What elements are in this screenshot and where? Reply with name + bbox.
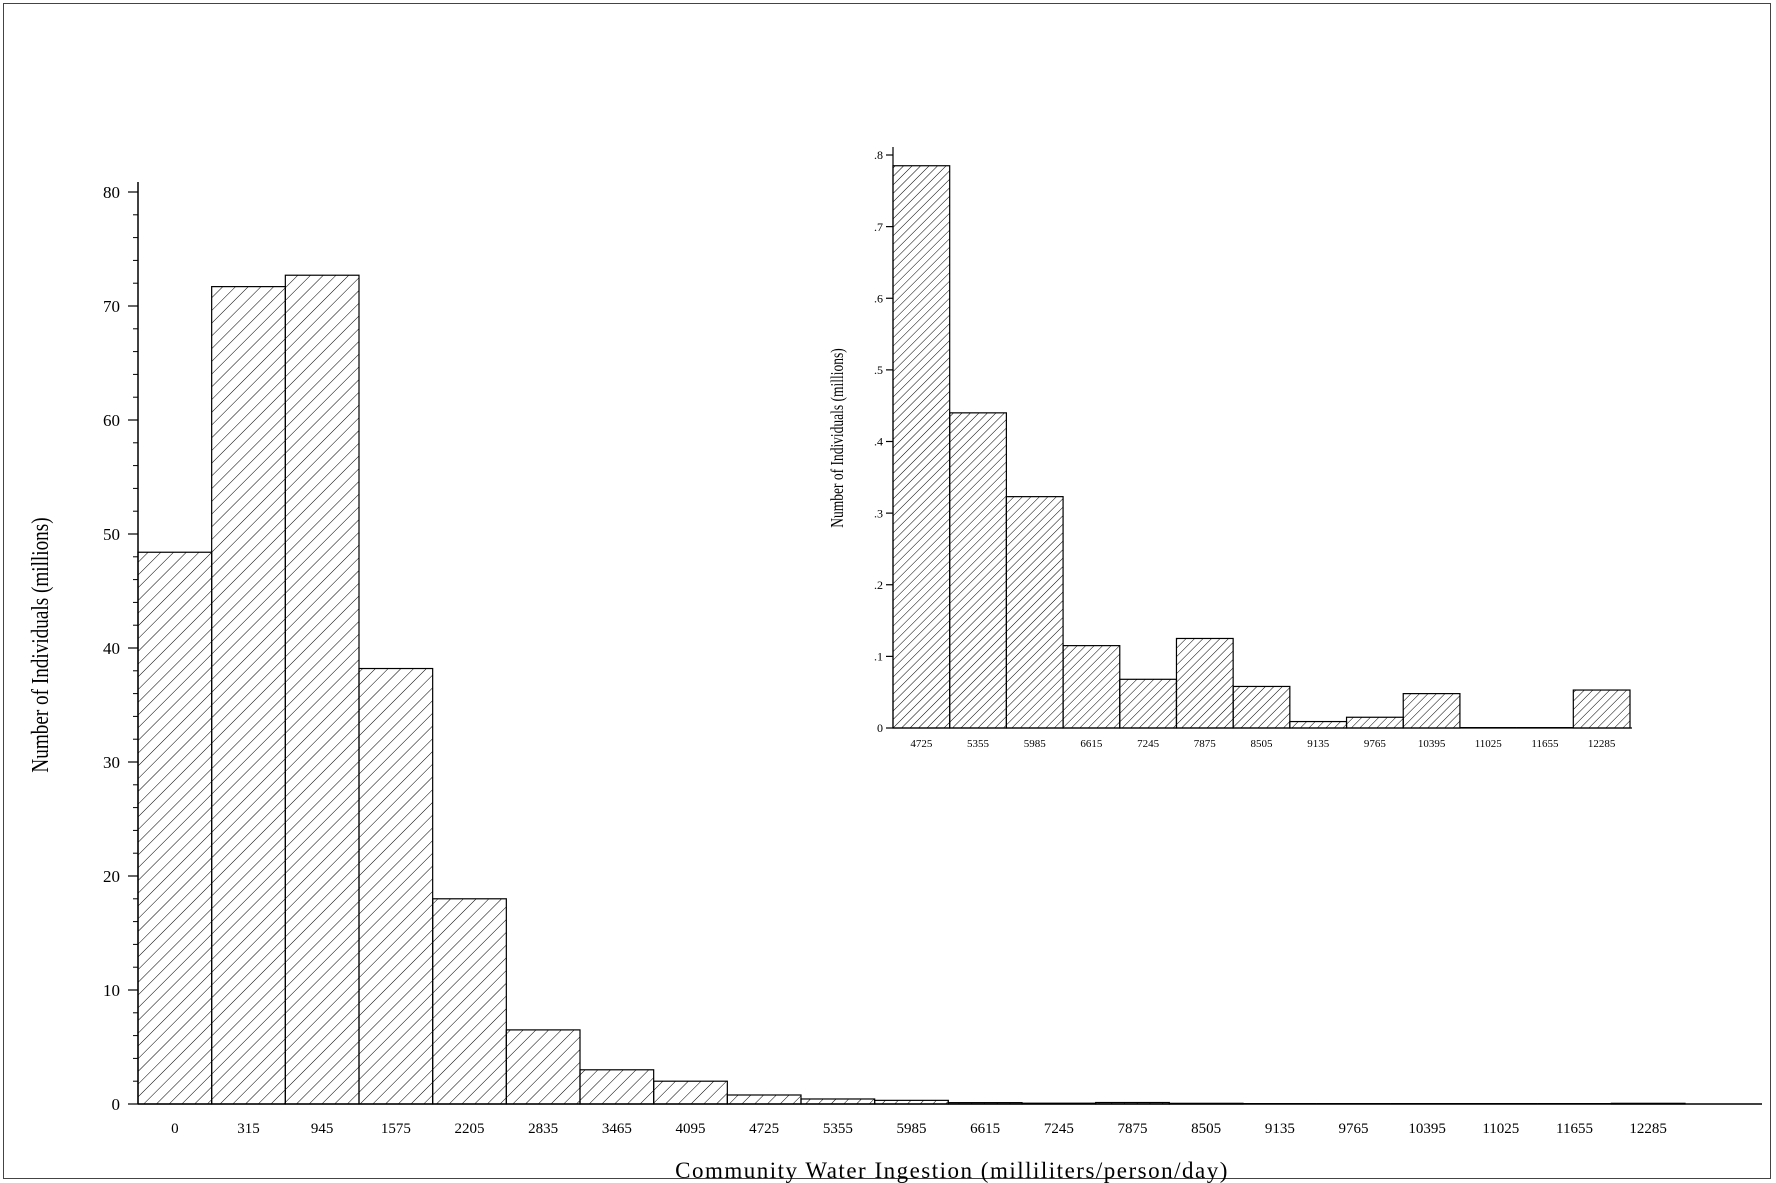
inset-bar	[1062, 645, 1121, 729]
main-y-axis-title: Number of Individuals (millions)	[27, 517, 54, 772]
main-x-tick-label: 7245	[1044, 1121, 1074, 1137]
inset-x-tick-label: 11025	[1475, 738, 1503, 750]
main-bar	[726, 1094, 802, 1105]
inset-bar	[1289, 720, 1348, 729]
inset-x-tick-label: 8505	[1251, 738, 1274, 750]
main-x-tick-label: 4725	[749, 1121, 779, 1137]
inset-x-tick-label: 10395	[1418, 738, 1446, 750]
inset-y-tick-label: .2	[874, 578, 883, 592]
inset-x-tick-label: 12285	[1588, 738, 1616, 750]
inset-y-axis-title: Number of Individuals (millions)	[828, 348, 847, 527]
main-histogram: 0 10 20 30 40 50 60 70 80 0 315 945 1575 2205 2835 346…	[27, 182, 1762, 1183]
main-bar	[800, 1098, 876, 1105]
main-x-tick-label: 9135	[1265, 1121, 1295, 1137]
main-x-tick-label: 0	[171, 1121, 179, 1137]
main-y-tick-label: 20	[103, 867, 120, 886]
main-x-tick-labels: 0 315 945 1575 2205 2835 3465 4095 4725 5355 5985 6…	[171, 1121, 1667, 1137]
inset-x-tick-label: 5985	[1024, 738, 1047, 750]
main-bar	[211, 286, 286, 1105]
main-x-tick-label: 945	[311, 1121, 334, 1137]
inset-x-tick-label: 5355	[967, 738, 990, 750]
main-y-tick-label: 30	[103, 753, 120, 772]
main-bar	[284, 274, 360, 1105]
inset-y-tick-label: .4	[874, 435, 883, 449]
main-x-axis-title: Community Water Ingestion (milliliters/p…	[675, 1158, 1229, 1183]
inset-x-tick-label: 6615	[1080, 738, 1103, 750]
inset-y-ticks: 0 .1 .2 .3 .4 .5 .6 .7 .8	[874, 148, 893, 735]
main-y-tick-label: 80	[103, 183, 120, 202]
main-y-tick-label: 70	[103, 297, 120, 316]
main-y-tick-label: 60	[103, 411, 120, 430]
inset-x-tick-label: 7245	[1137, 738, 1160, 750]
main-x-tick-label: 11025	[1482, 1121, 1519, 1137]
main-x-tick-label: 1575	[381, 1121, 411, 1137]
main-y-tick-label: 40	[103, 639, 120, 658]
main-y-tick-label: 10	[103, 981, 120, 1000]
inset-bar	[949, 412, 1007, 729]
inset-x-tick-label: 9765	[1364, 738, 1387, 750]
inset-y-tick-label: .5	[874, 363, 883, 377]
main-bar	[358, 667, 434, 1105]
inset-bar	[1175, 637, 1234, 729]
inset-x-tick-labels: 4725 5355 5985 6615 7245 7875 8505 9135 9765 1039…	[910, 738, 1616, 750]
inset-y-tick-label: .7	[874, 220, 883, 234]
inset-bar	[1232, 685, 1291, 729]
inset-y-tick-label: 0	[877, 721, 883, 735]
main-bar	[137, 551, 213, 1105]
main-x-tick-label: 5355	[823, 1121, 853, 1137]
inset-bars	[892, 165, 1631, 729]
inset-y-tick-label: .3	[874, 506, 883, 520]
main-y-tick-label: 50	[103, 525, 120, 544]
main-x-tick-label: 6615	[970, 1121, 1000, 1137]
main-x-tick-label: 12285	[1629, 1121, 1667, 1137]
main-x-tick-label: 5985	[897, 1121, 927, 1137]
main-bar	[432, 898, 507, 1105]
inset-bar	[892, 165, 951, 729]
main-x-tick-label: 11655	[1556, 1121, 1593, 1137]
inset-y-tick-label: .8	[874, 148, 883, 162]
main-x-tick-label: 10395	[1408, 1121, 1446, 1137]
inset-y-tick-label: .6	[874, 291, 883, 305]
main-bar	[505, 1029, 581, 1105]
main-x-tick-label: 7875	[1118, 1121, 1148, 1137]
main-x-tick-label: 3465	[602, 1121, 632, 1137]
main-bar	[653, 1080, 728, 1105]
inset-x-tick-label: 4725	[910, 738, 933, 750]
inset-bar	[1345, 716, 1404, 729]
main-x-tick-label: 4095	[676, 1121, 706, 1137]
figure-frame	[3, 3, 1771, 1179]
inset-x-tick-label: 9135	[1307, 738, 1330, 750]
main-x-tick-label: 9765	[1339, 1121, 1369, 1137]
inset-x-tick-label: 11655	[1531, 738, 1559, 750]
inset-bar	[1402, 693, 1461, 729]
main-y-tick-label: 0	[112, 1095, 121, 1114]
main-bar	[579, 1069, 655, 1105]
inset-histogram: 0 .1 .2 .3 .4 .5 .6 .7 .8 4725 5355 5985 6615 7245 78…	[828, 147, 1632, 750]
inset-y-tick-label: .1	[874, 650, 883, 664]
inset-bar	[1005, 496, 1064, 729]
inset-bar	[1119, 678, 1178, 729]
main-y-ticks: 0 10 20 30 40 50 60 70 80	[103, 183, 138, 1114]
main-x-tick-label: 8505	[1191, 1121, 1221, 1137]
inset-bar	[1572, 689, 1631, 729]
main-x-tick-label: 315	[237, 1121, 260, 1137]
inset-x-tick-label: 7875	[1194, 738, 1217, 750]
main-x-tick-label: 2205	[455, 1121, 485, 1137]
main-x-tick-label: 2835	[528, 1121, 558, 1137]
